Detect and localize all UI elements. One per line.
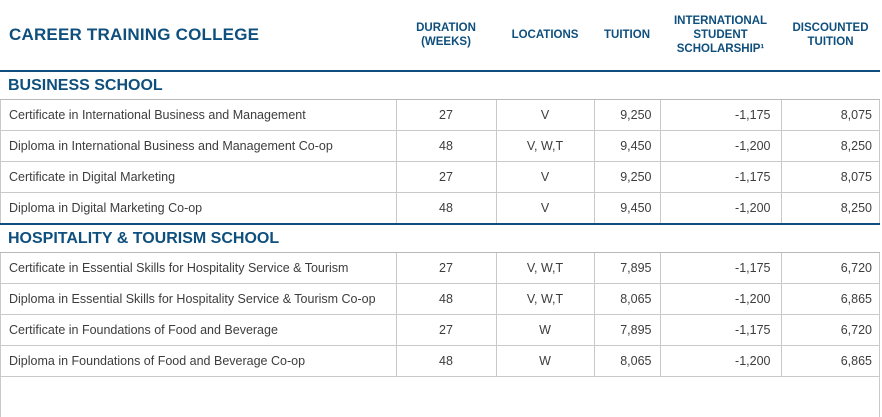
locations-cell: W [495,314,594,346]
header-duration-line1: DURATION [416,22,476,34]
locations-cell: V [495,161,594,193]
program-name: Diploma in Essential Skills for Hospital… [0,283,396,315]
tuition-table: CAREER TRAINING COLLEGE DURATION (WEEKS)… [0,0,880,377]
table-header-row: CAREER TRAINING COLLEGE DURATION (WEEKS)… [0,0,880,71]
duration-cell: 48 [395,130,496,162]
locations-cell: V [495,192,594,225]
header-discounted-line1: DISCOUNTED [792,22,869,34]
table-row: Certificate in Foundations of Food and B… [0,314,880,346]
tuition-cell: 9,450 [593,130,660,162]
program-name: Diploma in Foundations of Food and Bever… [0,345,396,377]
table-row: Diploma in Essential Skills for Hospital… [0,283,880,315]
section-title: HOSPITALITY & TOURISM SCHOOL [0,223,880,253]
discounted-cell: 6,720 [780,252,880,284]
duration-cell: 48 [395,283,496,315]
scholarship-cell: -1,200 [659,345,781,377]
scholarship-cell: -1,175 [659,314,781,346]
locations-cell: V, W,T [495,252,594,284]
section-title: BUSINESS SCHOOL [0,70,880,100]
locations-cell: W [495,345,594,377]
discounted-cell: 6,865 [780,283,880,315]
program-name: Certificate in International Business an… [0,99,396,131]
header-tuition: TUITION [604,29,650,41]
table-row: Certificate in Digital Marketing 27 V 9,… [0,161,880,193]
discounted-cell: 8,250 [780,130,880,162]
locations-cell: V, W,T [495,283,594,315]
tuition-cell: 9,250 [593,161,660,193]
table-row: Certificate in International Business an… [0,99,880,131]
discounted-cell: 8,075 [780,161,880,193]
locations-cell: V [495,99,594,131]
tuition-cell: 8,065 [593,345,660,377]
scholarship-cell: -1,175 [659,161,781,193]
duration-cell: 27 [395,252,496,284]
duration-cell: 27 [395,161,496,193]
discounted-cell: 8,075 [780,99,880,131]
program-name: Certificate in Foundations of Food and B… [0,314,396,346]
table-row: Diploma in International Business and Ma… [0,130,880,162]
header-duration: DURATION (WEEKS) [396,0,496,71]
tuition-cell: 7,895 [593,314,660,346]
header-discounted: DISCOUNTED TUITION [781,0,880,71]
table-title: CAREER TRAINING COLLEGE [9,25,260,44]
duration-cell: 48 [395,192,496,225]
scholarship-cell: -1,175 [659,252,781,284]
tuition-cell: 8,065 [593,283,660,315]
tuition-cell: 9,450 [593,192,660,225]
discounted-cell: 6,865 [780,345,880,377]
section-header-hospitality: HOSPITALITY & TOURISM SCHOOL [0,223,880,253]
program-name: Certificate in Digital Marketing [0,161,396,193]
program-name: Certificate in Essential Skills for Hosp… [0,252,396,284]
tuition-cell: 9,250 [593,99,660,131]
header-scholarship: INTERNATIONAL STUDENT SCHOLARSHIP¹ [660,0,781,71]
program-name: Diploma in Digital Marketing Co-op [0,192,396,225]
locations-cell: V, W,T [495,130,594,162]
duration-cell: 27 [395,314,496,346]
discounted-cell: 8,250 [780,192,880,225]
table-row: Certificate in Essential Skills for Hosp… [0,252,880,284]
tuition-cell: 7,895 [593,252,660,284]
scholarship-cell: -1,200 [659,283,781,315]
header-locations: LOCATIONS [511,29,579,41]
discounted-cell: 6,720 [780,314,880,346]
header-scholarship-line2: STUDENT [693,29,748,41]
table-row: Diploma in Digital Marketing Co-op 48 V … [0,192,880,225]
table-row: Diploma in Foundations of Food and Bever… [0,345,880,377]
header-duration-line2: (WEEKS) [421,36,471,48]
header-discounted-line2: TUITION [807,36,854,48]
program-name: Diploma in International Business and Ma… [0,130,396,162]
scholarship-cell: -1,200 [659,192,781,225]
duration-cell: 27 [395,99,496,131]
scholarship-cell: -1,175 [659,99,781,131]
duration-cell: 48 [395,345,496,377]
header-scholarship-line3: SCHOLARSHIP¹ [676,43,765,55]
header-scholarship-line1: INTERNATIONAL [673,15,768,27]
scholarship-cell: -1,200 [659,130,781,162]
section-header-business: BUSINESS SCHOOL [0,70,880,100]
